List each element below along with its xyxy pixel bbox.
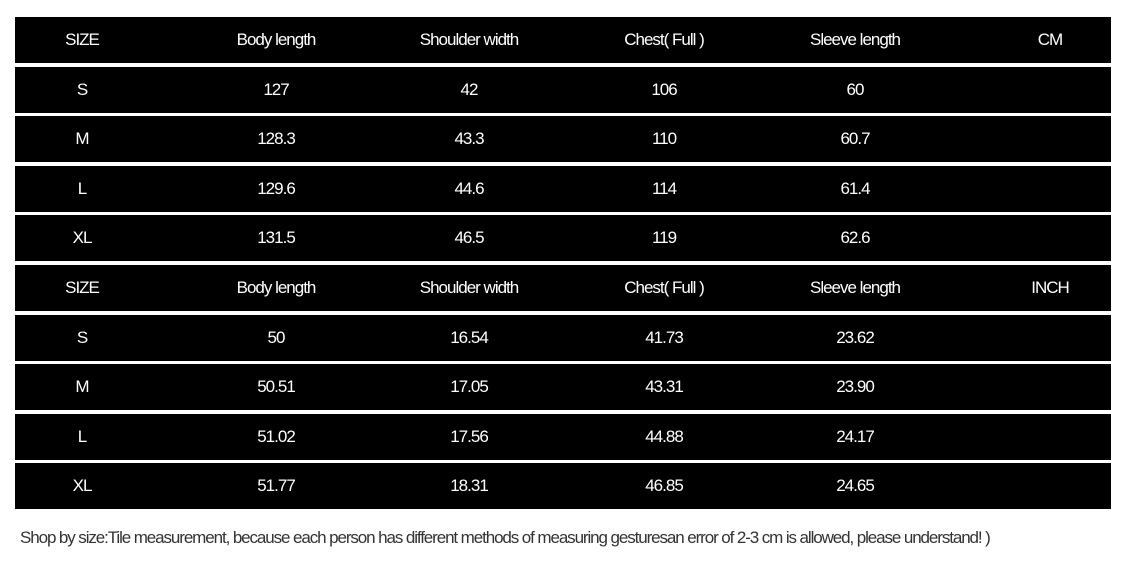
cell: Sleeve length xyxy=(809,30,901,49)
cell: L xyxy=(77,426,88,446)
cell: 41.73 xyxy=(645,327,684,347)
data-row: XL 51.77 18.31 46.85 24.65 xyxy=(15,463,1111,510)
cell: 51.02 xyxy=(257,426,296,446)
cell: 127 xyxy=(263,79,289,99)
cell: 110 xyxy=(651,129,677,149)
cell: Shoulder width xyxy=(419,30,519,49)
cell: Chest( Full ) xyxy=(624,30,705,49)
header-row: SIZE Body length Shoulder width Chest( Full… xyxy=(15,265,1111,311)
cell: SIZE xyxy=(65,278,100,297)
cell: XL xyxy=(72,228,93,248)
data-row: XL 131.5 46.5 119 62.6 xyxy=(15,215,1111,262)
cell: 51.77 xyxy=(257,476,296,496)
cell: 44.88 xyxy=(645,426,684,446)
cell: CM xyxy=(1037,30,1063,49)
cell: S xyxy=(76,327,88,347)
data-row: L 129.6 44.6 114 61.4 xyxy=(15,165,1111,212)
cell: 42 xyxy=(460,79,479,99)
cell: 46.85 xyxy=(645,476,684,496)
cell: 23.62 xyxy=(836,327,875,347)
data-row: M 128.3 43.3 110 60.7 xyxy=(15,116,1111,163)
cell: Chest( Full ) xyxy=(624,278,705,297)
cell: Body length xyxy=(236,30,317,49)
cell: 17.05 xyxy=(450,377,489,397)
footnote: Shop by size:Tile measurement, because e… xyxy=(20,528,991,547)
data-row: S 50 16.54 41.73 23.62 xyxy=(15,314,1111,361)
cell: 131.5 xyxy=(257,228,296,248)
cell: 43.3 xyxy=(454,129,484,149)
cell: 60.7 xyxy=(840,129,870,149)
cell: XL xyxy=(72,476,93,496)
cell: 24.65 xyxy=(836,476,875,496)
cell: 62.6 xyxy=(840,228,870,248)
cell: L xyxy=(77,178,88,198)
cell: 129.6 xyxy=(257,178,296,198)
cell: 60 xyxy=(846,79,865,99)
cell: 106 xyxy=(651,79,677,99)
data-row: L 51.02 17.56 44.88 24.17 xyxy=(15,413,1111,460)
cell: 50 xyxy=(267,327,286,347)
cell: 61.4 xyxy=(840,178,870,198)
data-row: M 50.51 17.05 43.31 23.90 xyxy=(15,364,1111,411)
cell: S xyxy=(76,79,88,99)
cell: Sleeve length xyxy=(809,278,901,297)
cell: 44.6 xyxy=(454,178,484,198)
cell: 24.17 xyxy=(836,426,875,446)
cell: 119 xyxy=(651,228,677,248)
cell: 16.54 xyxy=(450,327,489,347)
cell: INCH xyxy=(1031,278,1070,297)
cell: Shoulder width xyxy=(419,278,519,297)
cell: 17.56 xyxy=(450,426,489,446)
cell: 50.51 xyxy=(257,377,296,397)
cell: 128.3 xyxy=(257,129,296,149)
cell: 43.31 xyxy=(645,377,684,397)
cell: Body length xyxy=(236,278,317,297)
data-row: S 127 42 106 60 xyxy=(15,66,1111,113)
cell: 23.90 xyxy=(836,377,875,397)
cell: 46.5 xyxy=(454,228,484,248)
cell: SIZE xyxy=(65,30,100,49)
cell: 18.31 xyxy=(450,476,489,496)
cell: M xyxy=(75,377,89,397)
cell: M xyxy=(75,129,89,149)
header-row: SIZE Body length Shoulder width Chest( Full… xyxy=(15,17,1111,63)
cell: 114 xyxy=(651,178,677,198)
